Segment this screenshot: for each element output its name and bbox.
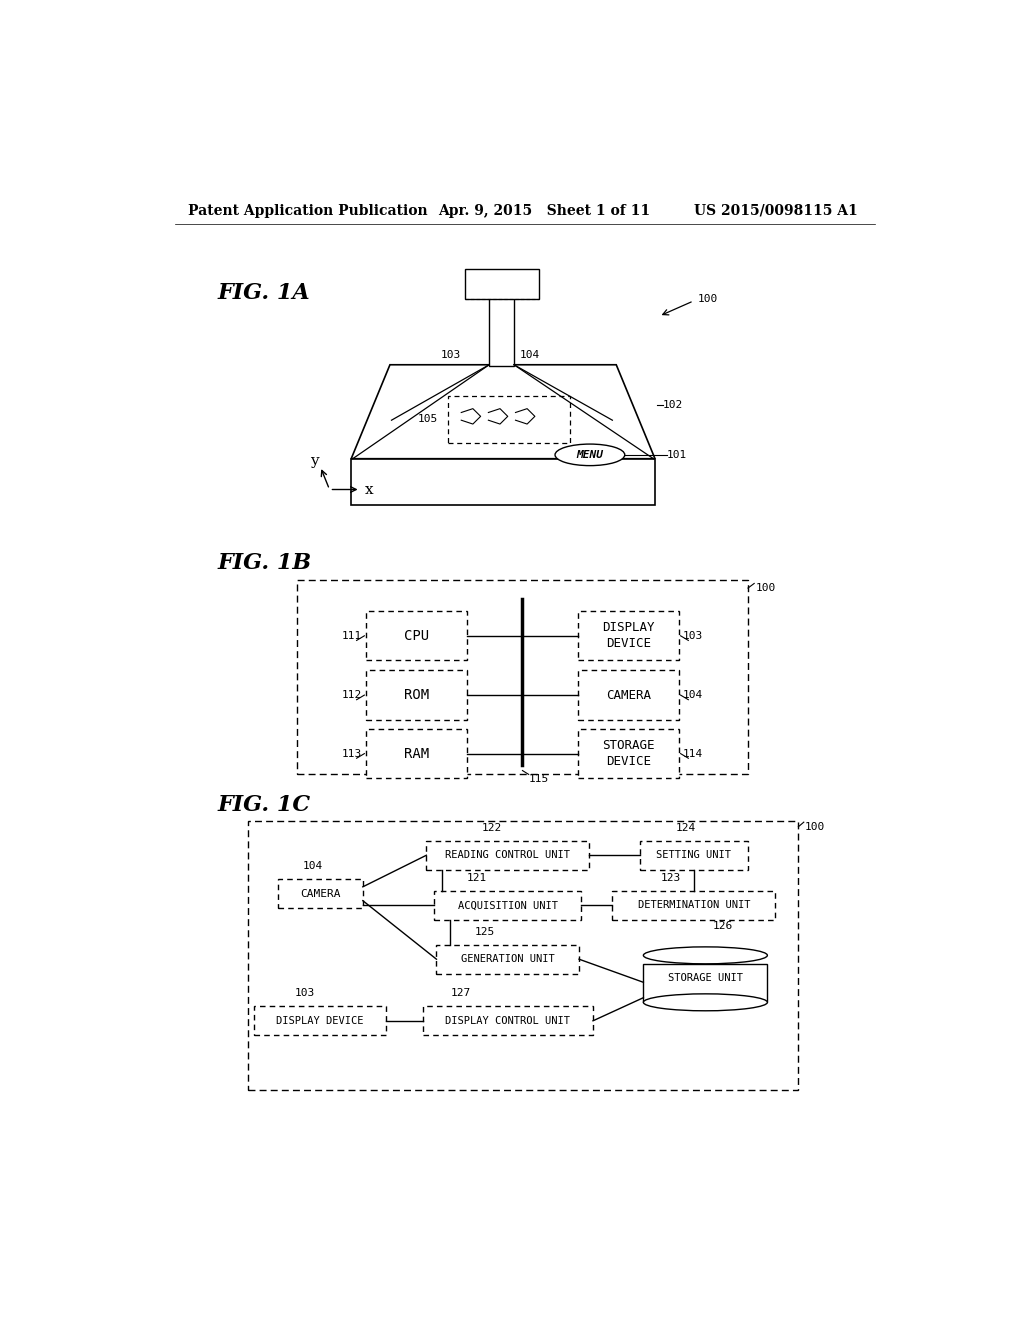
Text: 100: 100 [756, 583, 776, 593]
FancyBboxPatch shape [436, 945, 579, 974]
Text: 104: 104 [683, 690, 703, 700]
Text: 113: 113 [342, 748, 362, 759]
Text: FIG. 1A: FIG. 1A [217, 282, 309, 304]
FancyBboxPatch shape [489, 297, 514, 367]
FancyBboxPatch shape [640, 841, 748, 870]
Text: 111: 111 [342, 631, 362, 640]
Text: 126: 126 [713, 921, 733, 931]
Text: 100: 100 [805, 822, 824, 832]
FancyBboxPatch shape [465, 268, 539, 300]
Text: DISPLAY
DEVICE: DISPLAY DEVICE [602, 622, 655, 651]
Text: x: x [365, 483, 373, 496]
Text: 124: 124 [676, 822, 696, 833]
Text: 122: 122 [482, 822, 503, 833]
Text: 125: 125 [474, 927, 495, 937]
FancyBboxPatch shape [612, 891, 775, 920]
FancyBboxPatch shape [366, 611, 467, 660]
Text: Patent Application Publication: Patent Application Publication [188, 203, 428, 218]
Text: DISPLAY CONTROL UNIT: DISPLAY CONTROL UNIT [445, 1016, 570, 1026]
Text: ROM: ROM [403, 688, 429, 702]
Text: 121: 121 [467, 873, 486, 883]
Text: 123: 123 [660, 873, 681, 883]
Text: 115: 115 [528, 775, 549, 784]
FancyBboxPatch shape [426, 841, 589, 870]
FancyBboxPatch shape [434, 891, 582, 920]
Text: STORAGE
DEVICE: STORAGE DEVICE [602, 739, 655, 768]
Text: RAM: RAM [403, 747, 429, 760]
Text: US 2015/0098115 A1: US 2015/0098115 A1 [693, 203, 857, 218]
Text: 112: 112 [342, 690, 362, 700]
Text: DISPLAY DEVICE: DISPLAY DEVICE [276, 1016, 364, 1026]
Text: DETERMINATION UNIT: DETERMINATION UNIT [638, 900, 750, 911]
Text: 103: 103 [441, 350, 461, 360]
Polygon shape [351, 459, 655, 506]
FancyBboxPatch shape [579, 611, 679, 660]
Text: 102: 102 [663, 400, 683, 409]
Text: CAMERA: CAMERA [606, 689, 651, 702]
FancyBboxPatch shape [449, 396, 569, 444]
Text: Apr. 9, 2015   Sheet 1 of 11: Apr. 9, 2015 Sheet 1 of 11 [438, 203, 650, 218]
Text: 100: 100 [697, 294, 718, 305]
FancyBboxPatch shape [254, 1006, 386, 1035]
Text: 105: 105 [418, 413, 438, 424]
Text: 104: 104 [302, 862, 323, 871]
Text: FIG. 1C: FIG. 1C [217, 795, 310, 816]
FancyBboxPatch shape [643, 964, 767, 1002]
Polygon shape [351, 364, 655, 459]
FancyBboxPatch shape [366, 729, 467, 779]
Ellipse shape [555, 444, 625, 466]
Text: SETTING UNIT: SETTING UNIT [656, 850, 731, 861]
FancyBboxPatch shape [423, 1006, 593, 1035]
Text: 103: 103 [295, 989, 314, 998]
Text: 103: 103 [683, 631, 703, 640]
Text: STORAGE UNIT: STORAGE UNIT [668, 973, 742, 983]
Text: GENERATION UNIT: GENERATION UNIT [461, 954, 555, 964]
Text: 104: 104 [519, 350, 540, 360]
FancyBboxPatch shape [278, 879, 362, 908]
Text: FIG. 1B: FIG. 1B [217, 552, 311, 574]
Text: CPU: CPU [403, 628, 429, 643]
Text: y: y [309, 454, 318, 469]
FancyBboxPatch shape [579, 671, 679, 719]
Text: CAMERA: CAMERA [300, 888, 340, 899]
Text: 114: 114 [683, 748, 703, 759]
Text: MENU: MENU [577, 450, 603, 459]
Ellipse shape [643, 946, 767, 964]
Text: 101: 101 [667, 450, 687, 459]
Text: 127: 127 [452, 989, 471, 998]
Text: READING CONTROL UNIT: READING CONTROL UNIT [445, 850, 570, 861]
FancyBboxPatch shape [579, 729, 679, 779]
Text: ACQUISITION UNIT: ACQUISITION UNIT [458, 900, 558, 911]
Ellipse shape [643, 994, 767, 1011]
FancyBboxPatch shape [366, 671, 467, 719]
